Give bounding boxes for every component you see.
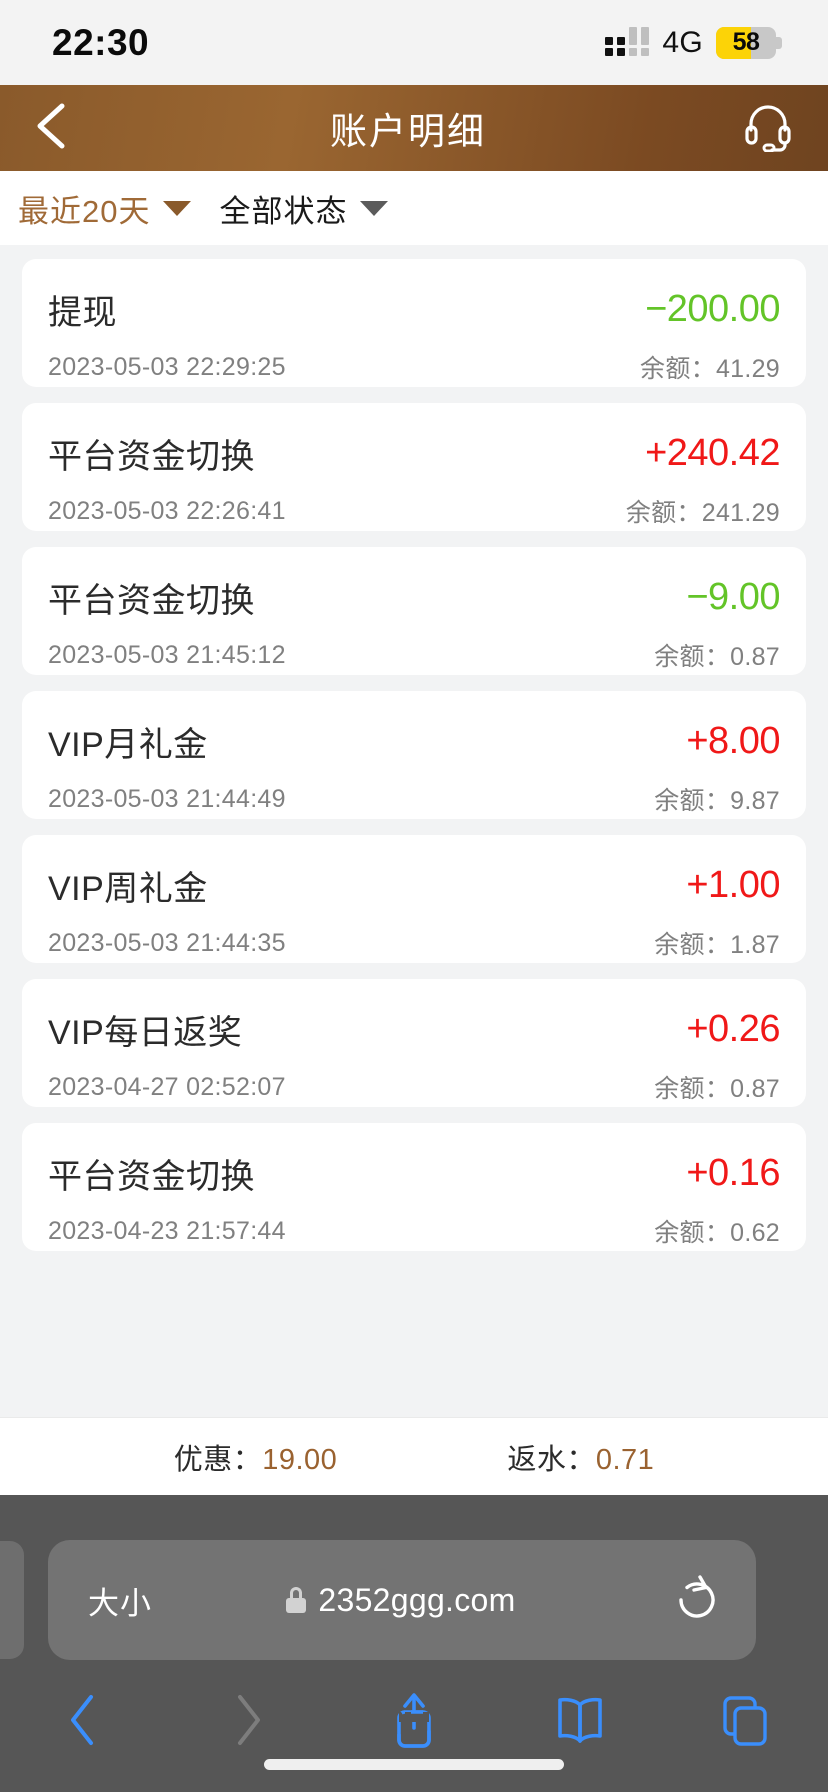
transaction-balance: 余额：41.29 bbox=[640, 355, 780, 383]
transaction-amount: +1.00 bbox=[686, 863, 780, 906]
chevron-down-icon bbox=[163, 200, 192, 216]
transaction-date: 2023-05-03 22:26:41 bbox=[48, 496, 286, 525]
summary-rebate-label: 返水： bbox=[507, 1443, 596, 1476]
transaction-row[interactable]: VIP每日返奖 +0.26 2023-04-27 02:52:07 余额：0.8… bbox=[22, 979, 806, 1107]
safari-bookmarks-button[interactable] bbox=[497, 1696, 663, 1744]
transaction-date: 2023-05-03 22:29:25 bbox=[48, 352, 286, 381]
summary-bonus-value: 19.00 bbox=[262, 1443, 338, 1476]
filter-status-label: 全部状态 bbox=[219, 193, 348, 229]
transaction-balance: 余额：0.87 bbox=[654, 643, 780, 671]
network-type-label: 4G bbox=[662, 25, 703, 59]
safari-back-button[interactable] bbox=[0, 1692, 166, 1748]
transaction-date: 2023-04-23 21:57:44 bbox=[48, 1216, 286, 1245]
safari-browser-chrome: 大小 2352ggg.com bbox=[0, 1495, 828, 1792]
status-bar-indicators: 4G 58 bbox=[605, 26, 782, 60]
battery-percent-label: 58 bbox=[732, 28, 760, 56]
transaction-amount: +240.42 bbox=[645, 431, 780, 474]
page-title: 账户明细 bbox=[330, 111, 486, 152]
headset-icon bbox=[745, 104, 791, 152]
transaction-date: 2023-05-03 21:44:49 bbox=[48, 784, 286, 813]
safari-toolbar bbox=[0, 1685, 828, 1755]
safari-address-bar[interactable]: 大小 2352ggg.com bbox=[48, 1540, 756, 1660]
transaction-date: 2023-04-27 02:52:07 bbox=[48, 1072, 286, 1101]
transaction-row[interactable]: VIP周礼金 +1.00 2023-05-03 21:44:35 余额：1.87 bbox=[22, 835, 806, 963]
home-indicator bbox=[264, 1759, 564, 1770]
status-bar-clock: 22:30 bbox=[52, 21, 150, 63]
transaction-name: VIP月礼金 bbox=[48, 725, 208, 764]
chevron-down-icon bbox=[360, 200, 389, 216]
transaction-name: 平台资金切换 bbox=[48, 581, 255, 620]
summary-bonus-label: 优惠： bbox=[173, 1443, 263, 1476]
status-bar: 22:30 4G 58 bbox=[0, 0, 828, 85]
transaction-row[interactable]: VIP月礼金 +8.00 2023-05-03 21:44:49 余额：9.87 bbox=[22, 691, 806, 819]
safari-forward-button[interactable] bbox=[166, 1692, 332, 1748]
filter-status[interactable]: 全部状态 bbox=[219, 186, 389, 231]
transaction-name: VIP周礼金 bbox=[48, 869, 208, 908]
filter-date-range-label: 最近20天 bbox=[18, 193, 151, 229]
transaction-name: VIP每日返奖 bbox=[48, 1013, 243, 1052]
safari-url-display[interactable]: 2352ggg.com bbox=[286, 1582, 515, 1619]
transaction-balance: 余额：241.29 bbox=[625, 499, 780, 527]
filter-bar: 最近20天 全部状态 bbox=[0, 171, 828, 245]
share-icon bbox=[397, 1693, 431, 1748]
transaction-row[interactable]: 平台资金切换 +240.42 2023-05-03 22:26:41 余额：24… bbox=[22, 403, 806, 531]
reload-icon[interactable] bbox=[674, 1575, 720, 1625]
back-button[interactable] bbox=[30, 100, 74, 157]
safari-address-bar-row: 大小 2352ggg.com bbox=[0, 1540, 828, 1660]
transaction-amount: +8.00 bbox=[686, 719, 780, 762]
battery-icon: 58 bbox=[716, 26, 782, 59]
transaction-balance: 余额：1.87 bbox=[654, 931, 780, 959]
filter-date-range[interactable]: 最近20天 bbox=[18, 186, 192, 231]
safari-url-text: 2352ggg.com bbox=[318, 1581, 516, 1618]
transaction-name: 平台资金切换 bbox=[48, 437, 255, 476]
summary-rebate-value: 0.71 bbox=[595, 1443, 655, 1476]
transaction-amount: −200.00 bbox=[645, 287, 780, 330]
back-arrow-icon bbox=[70, 1695, 93, 1745]
transaction-list[interactable]: 提现 −200.00 2023-05-03 22:29:25 余额：41.29 … bbox=[0, 245, 828, 1417]
forward-arrow-icon bbox=[238, 1695, 261, 1745]
transaction-date: 2023-05-03 21:45:12 bbox=[48, 640, 286, 669]
safari-tabs-button[interactable] bbox=[662, 1692, 828, 1748]
page-header: 账户明细 bbox=[0, 85, 828, 171]
back-chevron-icon bbox=[37, 103, 65, 148]
cellular-signal-dots-icon bbox=[605, 26, 650, 56]
customer-support-button[interactable] bbox=[742, 100, 794, 157]
transaction-balance: 余额：9.87 bbox=[654, 787, 780, 815]
lock-icon bbox=[286, 1587, 307, 1613]
tabs-icon bbox=[723, 1696, 767, 1746]
transaction-amount: +0.16 bbox=[686, 1151, 780, 1194]
summary-bonus: 优惠：19.00 bbox=[174, 1436, 338, 1478]
safari-share-button[interactable] bbox=[331, 1690, 497, 1750]
text-size-button[interactable]: 大小 bbox=[88, 1585, 152, 1621]
adjacent-tab-peek[interactable] bbox=[0, 1541, 24, 1659]
transaction-name: 提现 bbox=[48, 293, 117, 332]
summary-bar: 优惠：19.00 返水：0.71 bbox=[0, 1417, 828, 1495]
transaction-row[interactable]: 提现 −200.00 2023-05-03 22:29:25 余额：41.29 bbox=[22, 259, 806, 387]
transaction-name: 平台资金切换 bbox=[48, 1157, 255, 1196]
bookmarks-book-icon bbox=[557, 1697, 602, 1743]
transaction-amount: −9.00 bbox=[686, 575, 780, 618]
transaction-balance: 余额：0.87 bbox=[654, 1075, 780, 1103]
transaction-date: 2023-05-03 21:44:35 bbox=[48, 928, 286, 957]
transaction-row[interactable]: 平台资金切换 +0.16 2023-04-23 21:57:44 余额：0.62 bbox=[22, 1123, 806, 1251]
transaction-amount: +0.26 bbox=[686, 1007, 780, 1050]
summary-rebate: 返水：0.71 bbox=[507, 1436, 654, 1478]
transaction-row[interactable]: 平台资金切换 −9.00 2023-05-03 21:45:12 余额：0.87 bbox=[22, 547, 806, 675]
transaction-balance: 余额：0.62 bbox=[654, 1219, 780, 1247]
